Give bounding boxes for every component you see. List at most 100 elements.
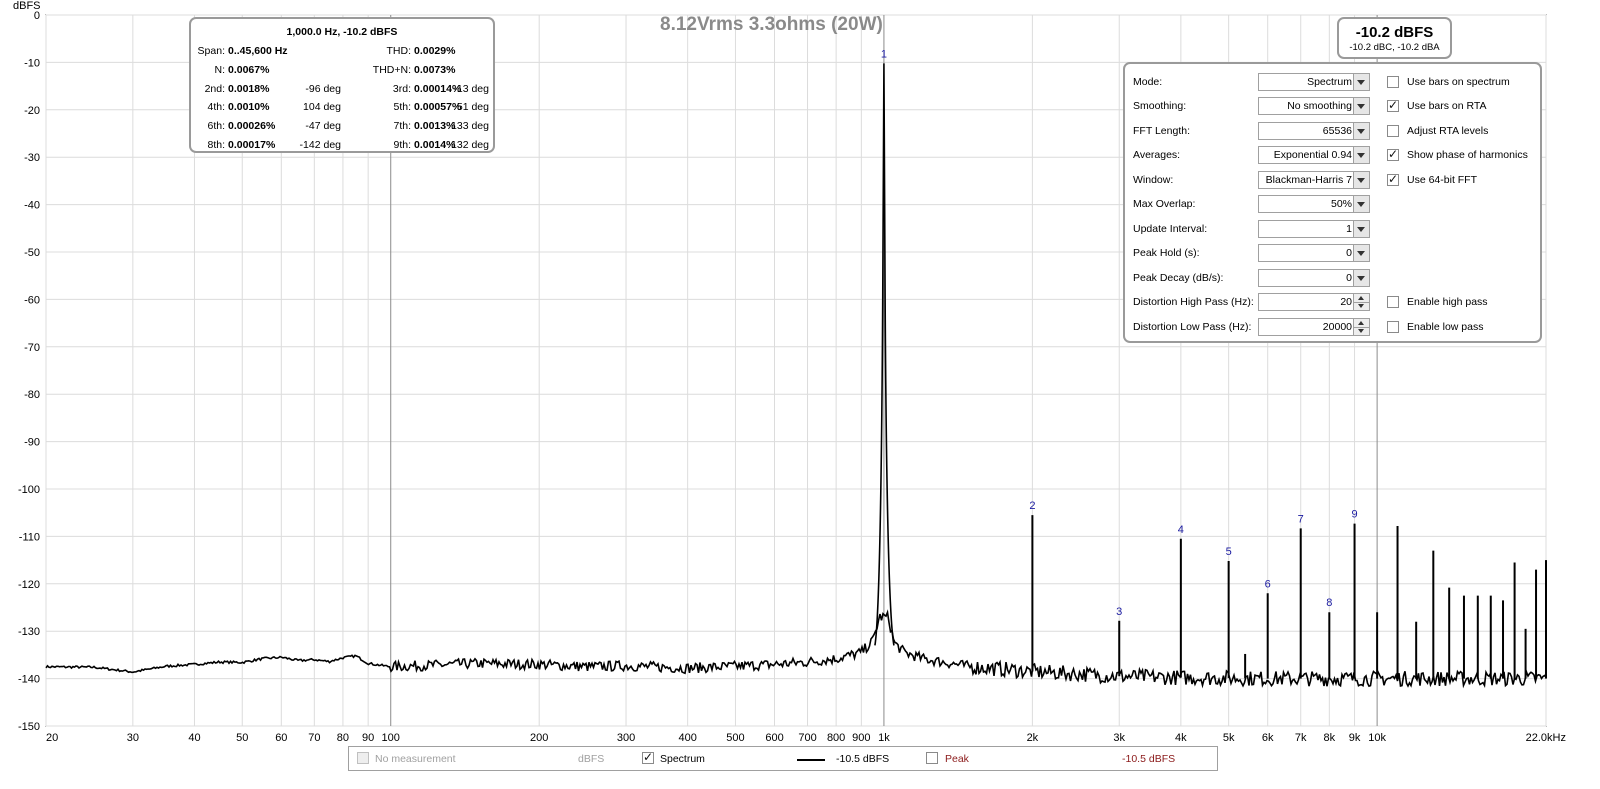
averages-label: Averages: — [1133, 149, 1181, 161]
chevron-down-icon[interactable] — [1353, 172, 1369, 188]
fft-length-select[interactable]: 65536 — [1258, 122, 1370, 140]
harmonic-number-label: 5 — [1226, 546, 1232, 558]
spinner[interactable] — [1353, 319, 1369, 335]
show-phase-checkbox[interactable] — [1387, 147, 1399, 161]
spin-up-icon[interactable] — [1354, 294, 1369, 303]
averages-select[interactable]: Exponential 0.94 — [1258, 146, 1370, 164]
no-measurement-label: No measurement — [375, 753, 456, 765]
x-tick-label: 100 — [382, 732, 400, 744]
x-tick-label: 7k — [1295, 732, 1307, 744]
span-value: 0..45,600 Hz — [228, 45, 288, 57]
harmonic-9-value: 0.0014% — [414, 139, 456, 151]
no-measurement-unit: dBFS — [578, 753, 605, 765]
adjust-rta-label: Adjust RTA levels — [1407, 125, 1489, 137]
harmonic-2-value: 0.0018% — [228, 83, 270, 95]
x-tick-label: 800 — [827, 732, 845, 744]
distortion-readout-panel[interactable]: 1,000.0 Hz, -10.2 dBFS Span: 0..45,600 H… — [189, 17, 495, 153]
peak-decay-select[interactable]: 0 — [1258, 269, 1370, 287]
enable-low-pass-checkbox[interactable] — [1387, 321, 1399, 333]
harmonic-number-label: 2 — [1029, 500, 1035, 512]
update-interval-select[interactable]: 1 — [1258, 220, 1370, 238]
enable-high-pass-label: Enable high pass — [1407, 296, 1488, 308]
peak-hold-value: 0 — [1346, 247, 1352, 259]
spinner[interactable] — [1353, 294, 1369, 310]
x-tick-label: 20 — [46, 732, 58, 744]
peak-checkbox[interactable] — [926, 752, 938, 764]
y-tick-label: -70 — [24, 342, 40, 354]
window-select[interactable]: Blackman-Harris 7 — [1258, 171, 1370, 189]
chevron-down-icon[interactable] — [1353, 221, 1369, 237]
thdn-value: 0.0073% — [414, 64, 456, 76]
harmonic-3-value: 0.00014% — [414, 83, 462, 95]
use-bars-rta-checkbox[interactable] — [1387, 98, 1399, 112]
max-overlap-label: Max Overlap: — [1133, 198, 1196, 210]
y-tick-label: -110 — [19, 531, 40, 543]
chevron-down-icon[interactable] — [1353, 147, 1369, 163]
peak-decay-value: 0 — [1346, 272, 1352, 284]
x-tick-label: 1k — [878, 732, 890, 744]
x-tick-label: 10k — [1368, 732, 1386, 744]
thd-value: 0.0029% — [414, 45, 456, 57]
chevron-down-icon[interactable] — [1353, 123, 1369, 139]
window-label: Window: — [1133, 174, 1174, 186]
spin-down-icon[interactable] — [1354, 327, 1369, 335]
no-measurement-checkbox[interactable] — [357, 752, 369, 764]
x-tick-label: 400 — [678, 732, 696, 744]
level-readout[interactable]: -10.2 dBFS -10.2 dBC, -10.2 dBA — [1337, 17, 1452, 59]
x-tick-label: 4k — [1175, 732, 1187, 744]
chevron-down-icon[interactable] — [1353, 245, 1369, 261]
x-tick-label: 200 — [530, 732, 548, 744]
peak-hold-select[interactable]: 0 — [1258, 244, 1370, 262]
x-tick-label: 6k — [1262, 732, 1274, 744]
harmonic-5-value: 0.00057% — [414, 101, 462, 113]
use-bars-spectrum-checkbox[interactable] — [1387, 76, 1399, 88]
use-64bit-checkbox[interactable] — [1387, 172, 1399, 186]
chevron-down-icon[interactable] — [1353, 196, 1369, 212]
y-tick-label: -120 — [18, 579, 40, 591]
harmonic-number-label: 7 — [1298, 513, 1304, 525]
smoothing-value: No smoothing — [1287, 100, 1352, 112]
harmonic-4-phase: 104 deg — [303, 101, 341, 113]
dist-low-pass-value: 20000 — [1322, 321, 1352, 333]
spin-up-icon[interactable] — [1354, 319, 1369, 328]
y-tick-label: 0 — [34, 10, 40, 22]
y-tick-label: -90 — [24, 437, 40, 449]
chevron-down-icon[interactable] — [1353, 98, 1369, 114]
dist-low-pass-input[interactable]: 20000 — [1258, 318, 1370, 336]
update-interval-value: 1 — [1346, 223, 1352, 235]
show-phase-label: Show phase of harmonics — [1407, 149, 1528, 161]
x-tick-label: 70 — [308, 732, 320, 744]
harmonic-3-label: 3rd: — [392, 83, 411, 95]
span-label: Span: — [197, 45, 225, 57]
enable-high-pass-checkbox[interactable] — [1387, 296, 1399, 308]
fundamental-peak — [874, 63, 895, 646]
y-tick-label: -40 — [24, 200, 40, 212]
fft-length-row: FFT Length: 65536 Adjust RTA levels — [1125, 122, 1540, 142]
chevron-down-icon[interactable] — [1353, 74, 1369, 90]
x-tick-label: 300 — [617, 732, 635, 744]
mode-select[interactable]: Spectrum — [1258, 73, 1370, 91]
y-tick-label: -100 — [18, 484, 40, 496]
spectrum-checkbox[interactable] — [642, 750, 654, 764]
harmonic-9-label: 9th: — [393, 139, 411, 151]
spin-down-icon[interactable] — [1354, 302, 1369, 310]
harmonic-9-phase: 132 deg — [451, 139, 489, 151]
harmonic-3-phase: -13 deg — [453, 83, 489, 95]
thd-label: THD: — [386, 45, 412, 57]
smoothing-select[interactable]: No smoothing — [1258, 97, 1370, 115]
y-axis-label: dBFS — [13, 0, 41, 12]
spectrum-label: Spectrum — [660, 753, 705, 765]
max-overlap-select[interactable]: 50% — [1258, 195, 1370, 213]
peak-value: -10.5 dBFS — [1122, 753, 1176, 765]
analyser-controls-panel: Mode: Spectrum Use bars on spectrum Smoo… — [1123, 62, 1542, 343]
dist-high-pass-input[interactable]: 20 — [1258, 293, 1370, 311]
x-tick-label: 30 — [127, 732, 139, 744]
n-label: N: — [214, 64, 226, 76]
y-tick-label: -20 — [24, 105, 40, 117]
adjust-rta-checkbox[interactable] — [1387, 125, 1399, 137]
peak-hold-row: Peak Hold (s): 0 — [1125, 244, 1540, 264]
chevron-down-icon[interactable] — [1353, 270, 1369, 286]
distortion-header: 1,000.0 Hz, -10.2 dBFS — [286, 26, 398, 38]
x-tick-label: 9k — [1349, 732, 1361, 744]
y-tick-label: -60 — [24, 294, 40, 306]
